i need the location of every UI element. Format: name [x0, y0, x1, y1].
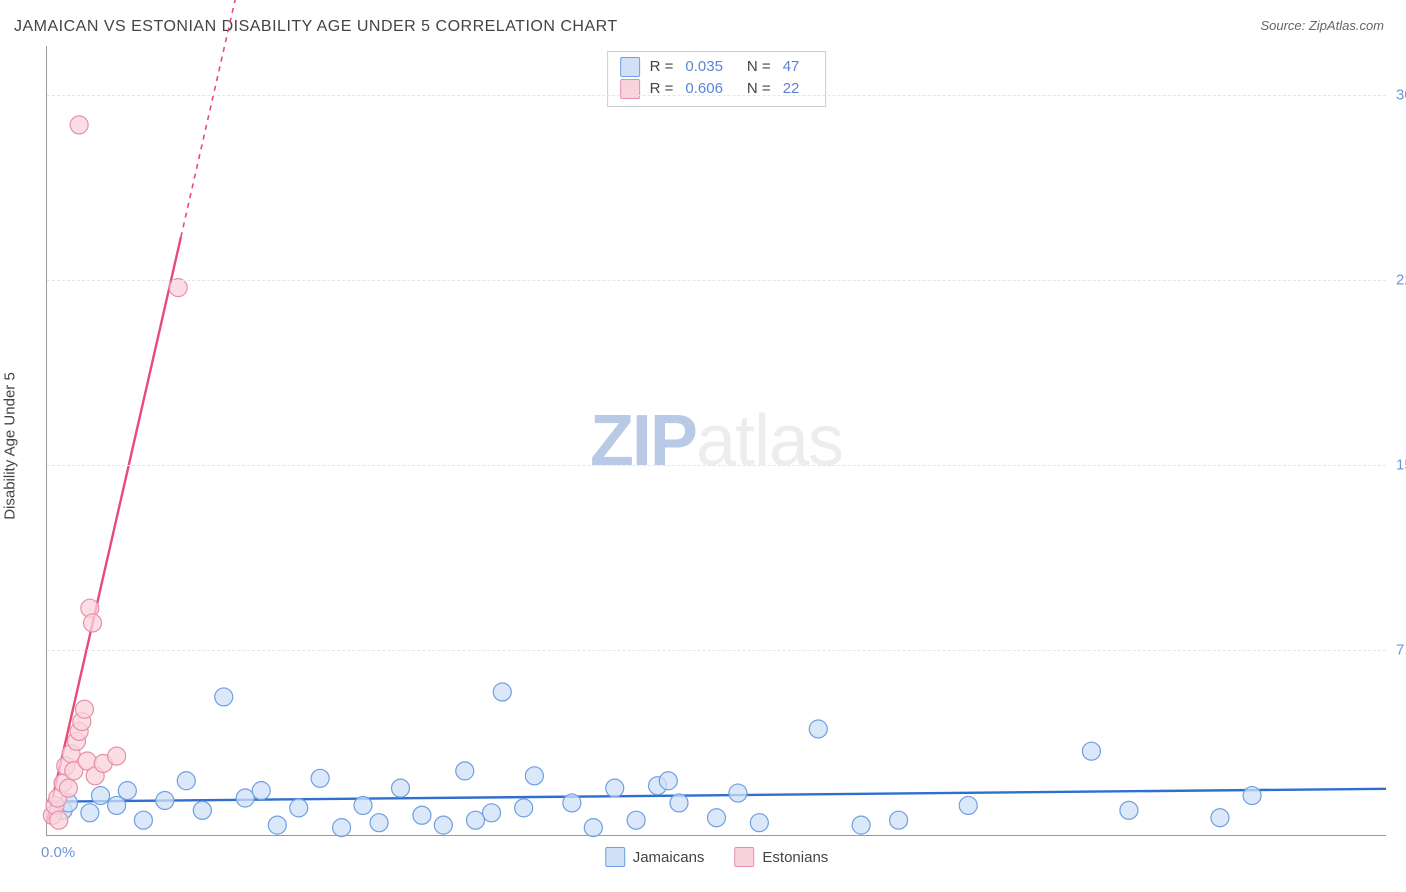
gridline: [47, 95, 1386, 96]
legend-series-label: Jamaicans: [633, 849, 705, 866]
legend-r-label: R =: [650, 78, 674, 100]
ytick-label: 15.0%: [1396, 457, 1406, 474]
gridline: [47, 280, 1386, 281]
legend-bottom-item: Estonians: [734, 847, 828, 867]
chart-svg: [47, 46, 1386, 835]
legend-n-label: N =: [747, 78, 771, 100]
gridline: [47, 465, 1386, 466]
gridline: [47, 650, 1386, 651]
ytick-label: 22.5%: [1396, 272, 1406, 289]
legend-n-value: 22: [783, 78, 800, 100]
xtick-label: 0.0%: [41, 844, 75, 861]
legend-top-row: R = 0.606 N = 22: [620, 78, 814, 100]
legend-bottom-item: Jamaicans: [605, 847, 705, 867]
legend-swatch: [605, 847, 625, 867]
legend-top-row: R = 0.035 N = 47: [620, 56, 814, 78]
legend-swatch: [620, 57, 640, 77]
ytick-label: 30.0%: [1396, 87, 1406, 104]
legend-series-label: Estonians: [762, 849, 828, 866]
chart-title: JAMAICAN VS ESTONIAN DISABILITY AGE UNDE…: [14, 18, 618, 36]
legend-n-value: 47: [783, 56, 800, 78]
legend-bottom: Jamaicans Estonians: [605, 847, 829, 867]
legend-r-value: 0.606: [685, 78, 723, 100]
legend-n-label: N =: [747, 56, 771, 78]
ytick-label: 7.5%: [1396, 642, 1406, 659]
legend-r-value: 0.035: [685, 56, 723, 78]
legend-r-label: R =: [650, 56, 674, 78]
plot-area: ZIPatlas R =0.035N =47R =0.606N =22 Jama…: [46, 46, 1386, 836]
legend-top: R = 0.035 N = 47 R = 0.606 N = 22: [607, 51, 827, 107]
legend-swatch: [734, 847, 754, 867]
yaxis-title: Disability Age Under 5: [2, 372, 19, 520]
source-label: Source: ZipAtlas.com: [1260, 18, 1384, 33]
